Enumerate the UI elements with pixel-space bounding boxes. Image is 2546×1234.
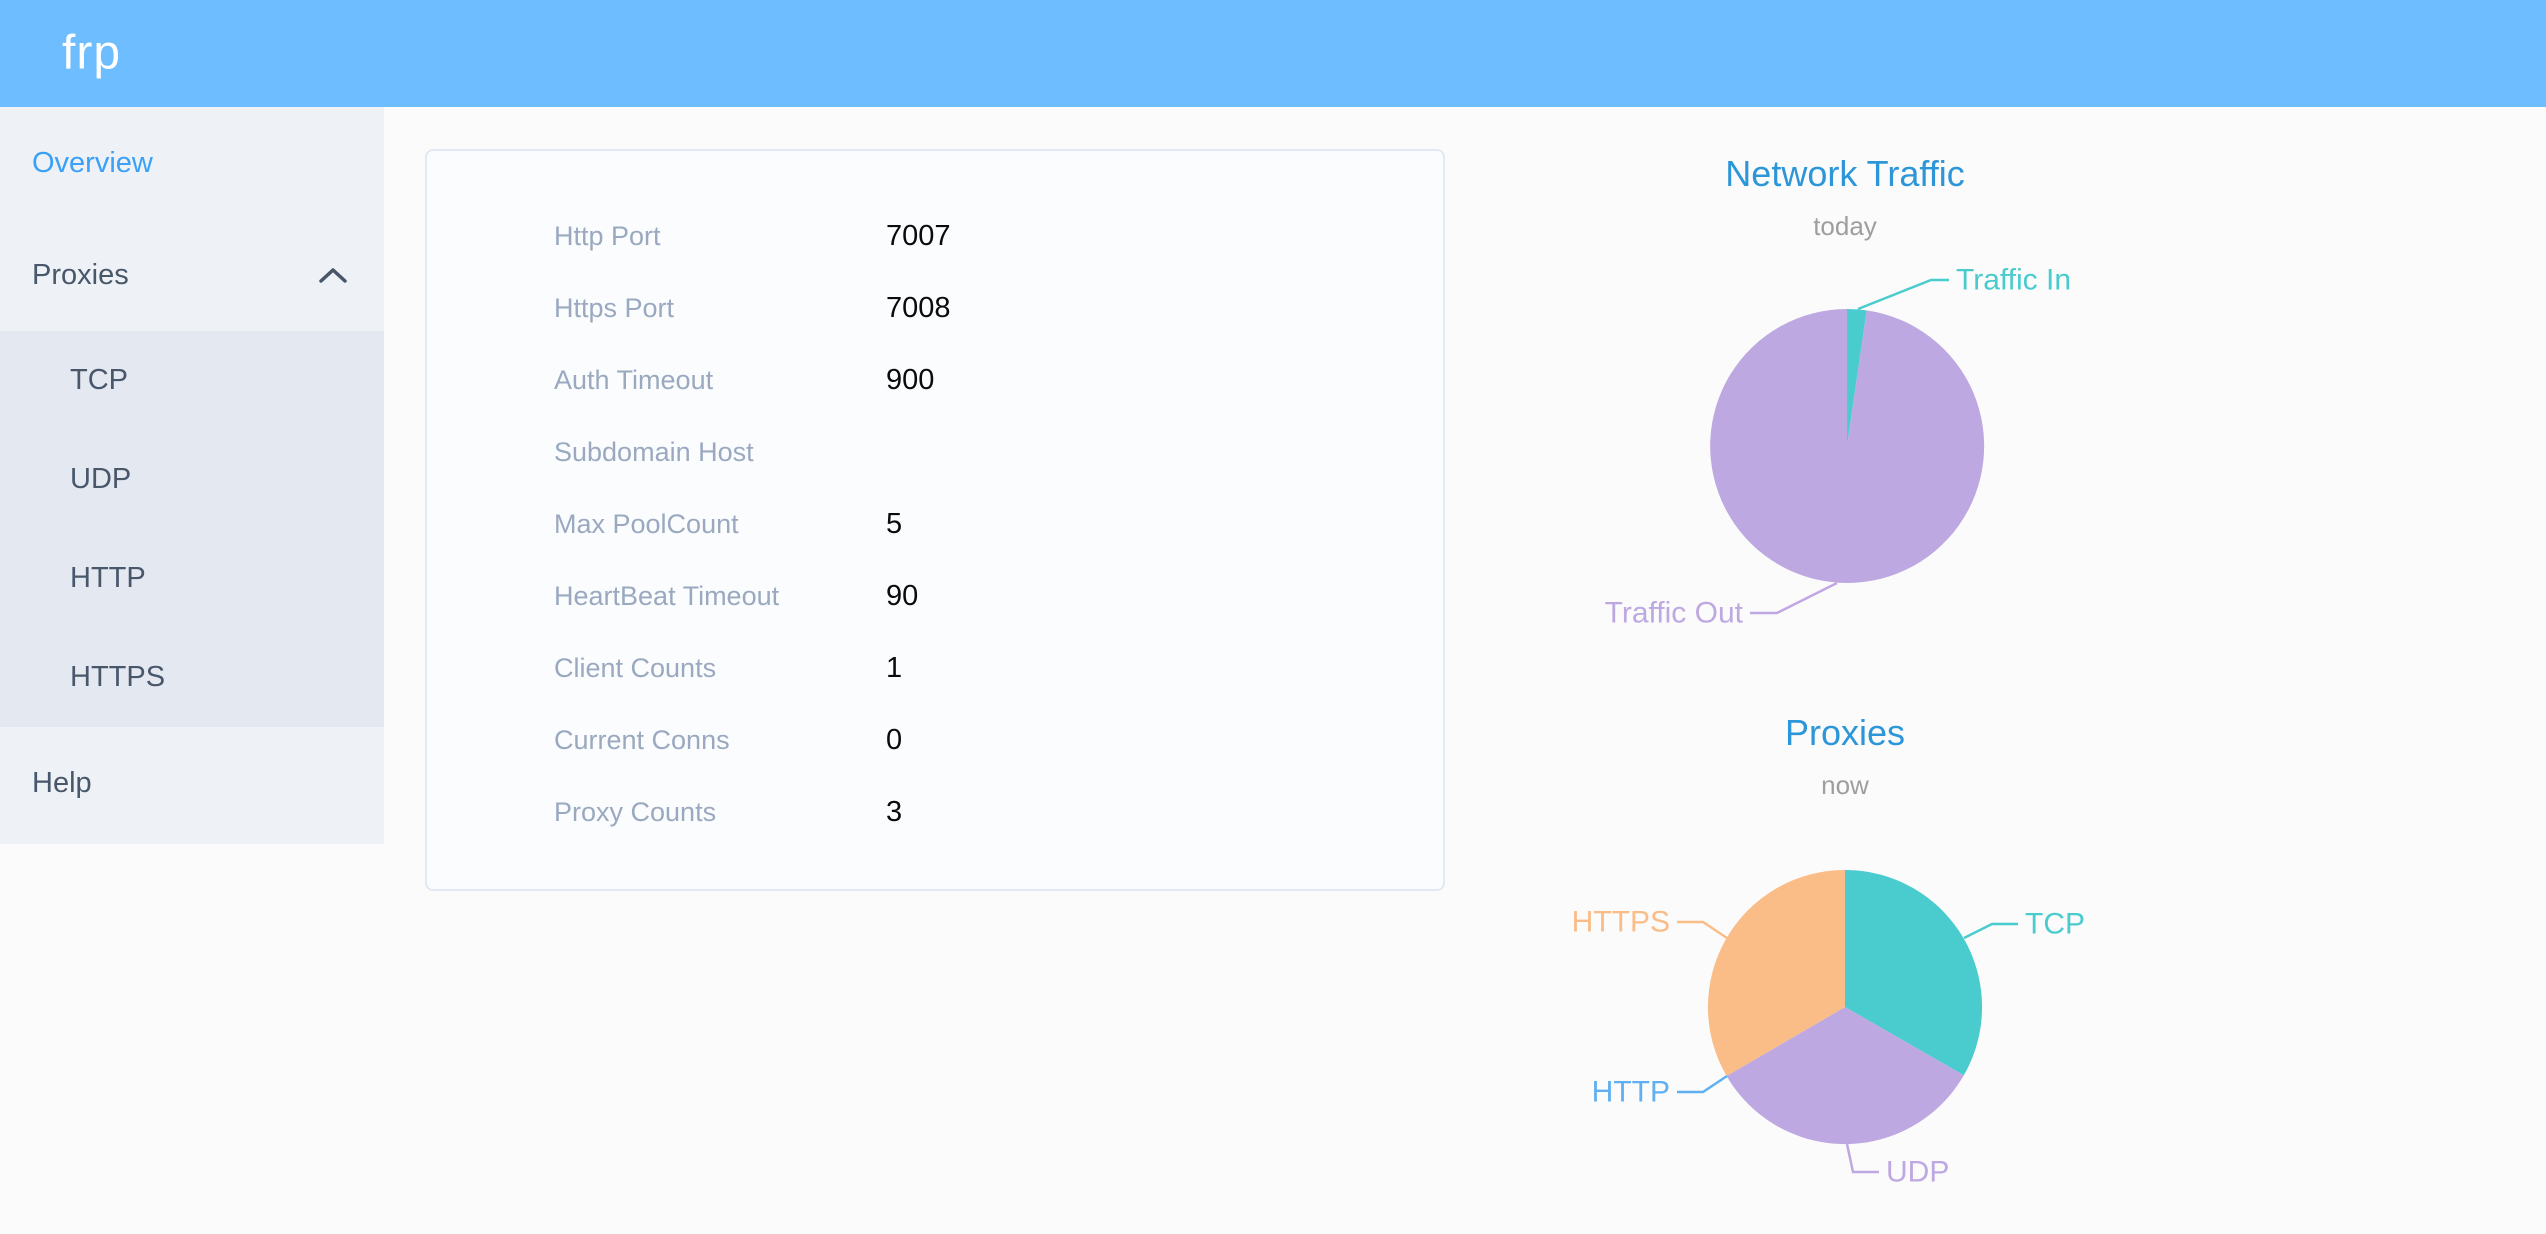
pie-label-udp: UDP: [1886, 1156, 1949, 1189]
sidebar-item-tcp[interactable]: TCP: [0, 331, 384, 430]
info-label: Subdomain Host: [554, 436, 754, 467]
sidebar-item-http[interactable]: HTTP: [0, 529, 384, 628]
proxies-chart-subtitle: now: [1821, 770, 1869, 800]
pie-label-line-https: [1677, 920, 1728, 940]
info-row-heartbeat-timeout: HeartBeat Timeout 90: [554, 560, 1443, 632]
info-row-current-conns: Current Conns 0: [554, 704, 1443, 776]
info-value: 7008: [886, 291, 951, 324]
info-label: Http Port: [554, 220, 661, 251]
sidebar-item-help[interactable]: Help: [0, 727, 384, 839]
info-label: Current Conns: [554, 724, 730, 755]
server-info-card: Http Port 7007 Https Port 7008 Auth Time…: [425, 149, 1445, 891]
sidebar-item-label: UDP: [70, 463, 132, 495]
info-label: Proxy Counts: [554, 796, 717, 827]
sidebar-item-proxies[interactable]: Proxies: [0, 219, 384, 331]
app-header: frp: [0, 0, 2546, 107]
pie-label-line-udp: [1845, 1143, 1879, 1174]
app-logo: frp: [62, 25, 122, 79]
sidebar-item-label: Help: [32, 766, 92, 799]
info-row-max-poolcount: Max PoolCount 5: [554, 488, 1443, 560]
network-traffic-chart-subtitle: today: [1813, 211, 1877, 241]
pie-label-line-tcp: [1963, 922, 2018, 940]
info-value: 0: [886, 723, 903, 756]
proxies-chart-title: Proxies: [1784, 712, 1906, 753]
info-label: HeartBeat Timeout: [554, 580, 780, 611]
pie-label-https: HTTPS: [1572, 906, 1670, 939]
info-row-client-counts: Client Counts 1: [554, 632, 1443, 704]
info-value: 7007: [886, 219, 951, 252]
info-label: Max PoolCount: [554, 508, 739, 539]
info-value: 1: [886, 651, 903, 684]
info-value: 900: [886, 363, 935, 396]
sidebar-item-overview[interactable]: Overview: [0, 107, 384, 219]
info-row-subdomain-host: Subdomain Host: [554, 416, 1443, 488]
pie-slice-traffic-in[interactable]: [1847, 308, 1867, 446]
info-row-http-port: Http Port 7007: [554, 200, 1443, 272]
info-row-https-port: Https Port 7008: [554, 272, 1443, 344]
server-info-body: Http Port 7007 Https Port 7008 Auth Time…: [427, 151, 1443, 848]
info-value: 3: [886, 795, 903, 828]
info-value: 90: [886, 579, 919, 612]
sidebar-item-label: Proxies: [32, 258, 129, 291]
info-row-proxy-counts: Proxy Counts 3: [554, 776, 1443, 848]
pie-label-line-traffic-in: [1857, 278, 1949, 311]
pie-slice-traffic-out[interactable]: [1710, 309, 1985, 583]
sidebar-item-label: TCP: [70, 364, 128, 396]
pie-slice-udp[interactable]: [1726, 1007, 1964, 1145]
info-label: Https Port: [554, 292, 675, 323]
sidebar-item-label: HTTPS: [70, 661, 166, 693]
info-label: Client Counts: [554, 652, 717, 683]
pie-slice-tcp[interactable]: [1845, 870, 1983, 1076]
sidebar-item-https[interactable]: HTTPS: [0, 628, 384, 727]
pie-label-line-traffic-out: [1750, 581, 1838, 615]
info-label: Auth Timeout: [554, 364, 714, 395]
pie-label-traffic-in: Traffic In: [1956, 264, 2071, 297]
info-row-auth-timeout: Auth Timeout 900: [554, 344, 1443, 416]
sidebar-item-label: HTTP: [70, 562, 146, 594]
pie-label-http: HTTP: [1592, 1076, 1670, 1109]
chevron-up-icon[interactable]: [318, 266, 348, 284]
info-value: 5: [886, 507, 903, 540]
sidebar: Overview Proxies TCP UDP HTTP HTTPS: [0, 107, 384, 844]
pie-label-traffic-out: Traffic Out: [1605, 597, 1744, 630]
network-traffic-chart-title: Network Traffic: [1725, 153, 1965, 194]
sidebar-item-udp[interactable]: UDP: [0, 430, 384, 529]
pie-label-line-http: [1677, 1074, 1728, 1094]
sidebar-submenu-proxies: TCP UDP HTTP HTTPS: [0, 331, 384, 727]
pie-label-tcp: TCP: [2025, 908, 2085, 941]
pie-slice-https[interactable]: [1707, 870, 1845, 1076]
sidebar-item-label: Overview: [32, 146, 153, 179]
